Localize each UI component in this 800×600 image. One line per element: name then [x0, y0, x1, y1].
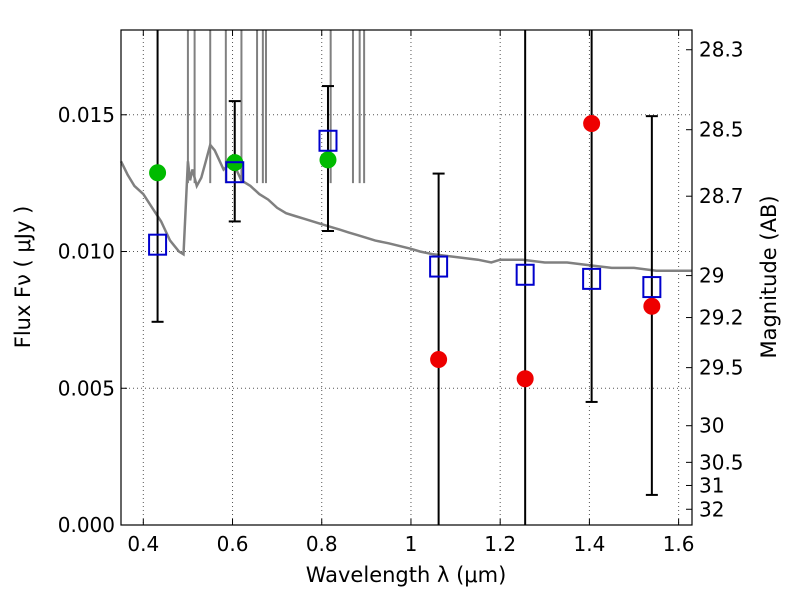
mag-tick-label: 30	[699, 414, 724, 438]
red-observed-point	[583, 115, 601, 133]
y-tick-label: 0.015	[58, 103, 115, 127]
mag-tick-label: 29.5	[699, 356, 744, 380]
x-tick-label: 0.4	[127, 532, 159, 556]
mag-tick-label: 32	[699, 497, 724, 521]
mag-tick-label: 28.3	[699, 38, 744, 62]
green-observed-point	[319, 151, 337, 169]
x-tick-label: 1	[405, 532, 418, 556]
model-flux-square	[515, 263, 535, 286]
red-observed-point	[643, 297, 661, 315]
green-observed-point	[149, 164, 167, 182]
x-axis-label: Wavelength λ (μm)	[306, 563, 507, 587]
x-tick-label: 1.4	[573, 532, 605, 556]
y-axis-label: Flux Fν ( μJy )	[11, 206, 35, 349]
model-spectrum	[119, 30, 692, 272]
mag-tick-label: 30.5	[699, 450, 744, 474]
axis-ticks	[121, 30, 692, 526]
x-tick-label: 0.8	[306, 532, 338, 556]
mag-tick-label: 28.5	[699, 118, 744, 142]
x-tick-label: 1.2	[484, 532, 516, 556]
mag-tick-label: 29.2	[699, 306, 744, 330]
tick-labels: 0.4 0.6 0.8 1 1.2 1.4 1.6 0.000 0.005 0.010 0.015 2…	[58, 38, 744, 556]
y-tick-label: 0.005	[58, 376, 115, 400]
y-tick-label: 0.010	[58, 240, 115, 264]
model-flux-square	[148, 233, 168, 256]
error-bars	[151, 30, 658, 525]
model-flux-square	[642, 276, 662, 299]
plot-frame	[120, 29, 693, 526]
x-tick-label: 0.6	[217, 532, 249, 556]
model-flux-square	[582, 267, 602, 290]
model-flux-square	[225, 161, 245, 184]
model-spectrum-line	[119, 142, 692, 272]
red-observed-point	[430, 351, 448, 369]
model-flux-square	[318, 129, 338, 152]
mag-tick-label: 28.7	[699, 184, 744, 208]
grid-lines	[121, 30, 692, 525]
mag-tick-label: 29	[699, 264, 724, 288]
model-flux-square	[429, 255, 449, 278]
magnitude-axis-label: Magnitude (AB)	[757, 195, 781, 358]
red-observed-point	[516, 370, 534, 388]
y-tick-label: 0.000	[58, 513, 115, 537]
data-points	[148, 115, 662, 388]
x-tick-label: 1.6	[663, 532, 695, 556]
mag-tick-label: 31	[699, 473, 724, 497]
